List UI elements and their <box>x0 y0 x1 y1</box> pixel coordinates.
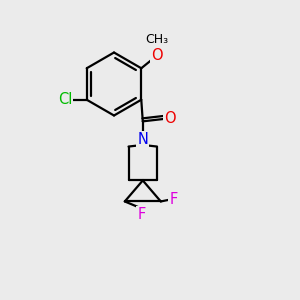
Text: Cl: Cl <box>58 92 72 107</box>
Text: O: O <box>165 111 176 126</box>
Text: O: O <box>151 48 163 63</box>
Text: CH₃: CH₃ <box>145 33 168 46</box>
Text: F: F <box>137 207 146 222</box>
Text: N: N <box>137 132 148 147</box>
Text: F: F <box>169 191 178 206</box>
